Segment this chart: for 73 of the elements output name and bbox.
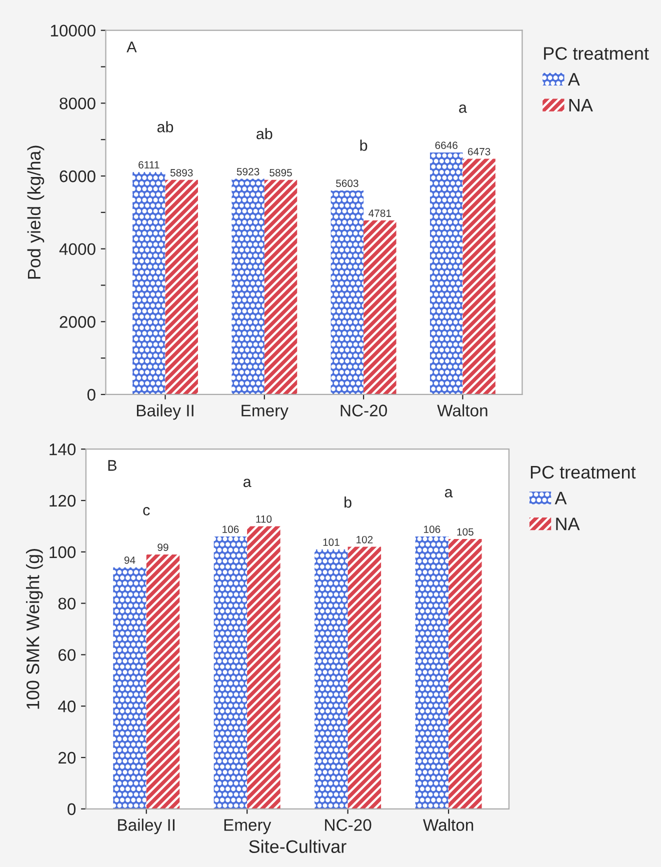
x-tick-label: NC-20 (340, 404, 387, 416)
annotation: a (243, 478, 252, 488)
bar (462, 158, 496, 394)
y-tick-label: 6000 (60, 170, 96, 182)
data-label: 110 (256, 515, 272, 523)
x-axis-title: Site-Cultivar (249, 840, 346, 853)
annotation: b (360, 140, 368, 151)
data-label: 6111 (138, 161, 160, 169)
y-tick-label: 120 (50, 494, 76, 507)
legend-title: PC treatment (544, 47, 649, 60)
y-tick-label: 0 (68, 803, 76, 816)
y-tick-label: 20 (58, 752, 76, 764)
legend-label: A (568, 73, 580, 86)
y-tick-label: 40 (58, 700, 76, 712)
legend-label: NA (569, 98, 593, 112)
bar (232, 178, 264, 394)
data-label: 5923 (236, 168, 260, 176)
annotation: a (444, 489, 453, 498)
bar (430, 152, 463, 394)
data-label: 106 (222, 526, 239, 534)
legend-title: PC treatment (530, 466, 636, 479)
bar (330, 190, 364, 394)
y-tick-label: 60 (58, 649, 76, 661)
legend-label: A (554, 492, 567, 504)
y-axis-title: 100 SMK Weight (g) (26, 549, 43, 709)
y-tick-label: 0 (87, 388, 96, 401)
data-label: 94 (124, 556, 136, 564)
x-tick-label: Emery (224, 819, 272, 834)
bar (448, 539, 482, 809)
annotation: A (126, 42, 137, 52)
data-label: 101 (323, 538, 340, 546)
bar (146, 554, 180, 809)
bar (214, 536, 248, 809)
data-label: 4781 (368, 210, 391, 217)
bar (364, 220, 396, 394)
y-tick-label: 8000 (60, 98, 96, 110)
y-tick-label: 100 (50, 546, 76, 558)
data-label: 6473 (468, 148, 490, 156)
bar (314, 549, 348, 809)
x-tick-label: Emery (242, 404, 288, 420)
annotation: b (344, 496, 352, 508)
data-label: 6646 (435, 142, 458, 150)
annotation: B (108, 460, 116, 471)
bar (113, 567, 146, 809)
y-tick-label: 140 (50, 444, 76, 456)
annotation: ab (157, 121, 174, 132)
legend-label: NA (556, 518, 580, 530)
bar (348, 546, 382, 809)
y-tick-label: 10000 (50, 24, 96, 37)
y-tick-label: 80 (58, 598, 76, 610)
x-tick-label: Bailey II (136, 404, 194, 420)
annotation: c (143, 507, 150, 516)
x-tick-label: Walton (422, 818, 474, 831)
data-label: 99 (158, 544, 168, 552)
bar (132, 172, 166, 394)
x-tick-label: Walton (437, 404, 488, 416)
annotation: ab (256, 128, 272, 140)
y-tick-label: 4000 (59, 243, 96, 256)
x-tick-label: Bailey II (118, 818, 174, 834)
data-label: 105 (457, 528, 474, 536)
bar (247, 526, 280, 809)
bar (264, 180, 298, 394)
x-tick-label: NC-20 (325, 819, 372, 831)
bar (415, 536, 449, 809)
bar (165, 180, 198, 394)
y-axis-title: Pod yield (kg/ha) (27, 146, 44, 279)
data-label: 5893 (170, 169, 193, 176)
data-label: 106 (424, 526, 440, 534)
data-label: 5895 (270, 169, 292, 176)
data-label: 102 (356, 536, 373, 544)
annotation: a (459, 104, 467, 113)
y-tick-label: 2000 (60, 316, 96, 328)
data-label: 5603 (336, 180, 358, 188)
